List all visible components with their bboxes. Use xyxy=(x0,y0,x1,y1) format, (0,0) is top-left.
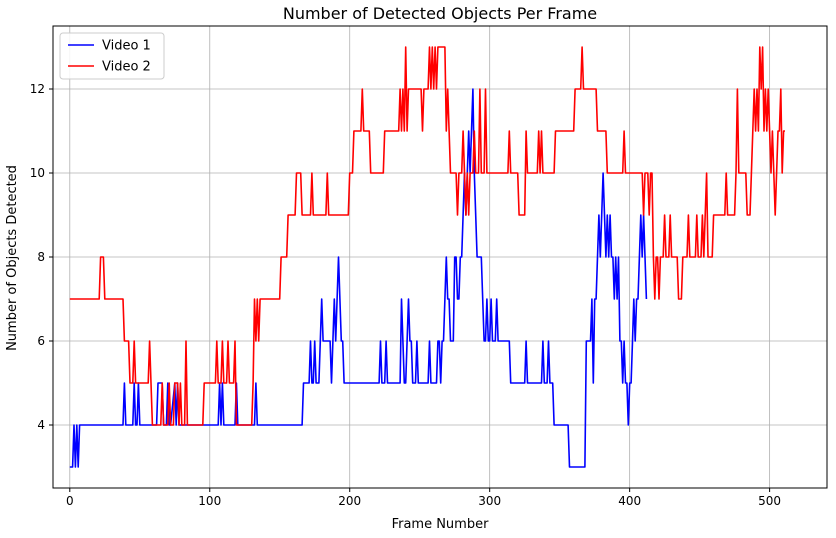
legend-label: Video 1 xyxy=(102,39,151,54)
x-tick-label: 0 xyxy=(66,494,74,508)
series-line-1 xyxy=(69,88,648,468)
x-tick-label: 200 xyxy=(338,494,361,508)
y-tick-label: 8 xyxy=(37,250,45,264)
y-tick-label: 12 xyxy=(30,82,45,96)
y-tick-label: 6 xyxy=(37,334,45,348)
x-tick-label: 300 xyxy=(478,494,501,508)
x-tick-label: 500 xyxy=(758,494,781,508)
x-tick-label: 100 xyxy=(198,494,221,508)
y-tick-label: 4 xyxy=(37,418,45,432)
y-axis-label: Number of Objects Detected xyxy=(5,165,20,351)
legend-label: Video 2 xyxy=(102,60,151,75)
legend: Video 1 Video 2 xyxy=(59,32,165,80)
chart-title: Number of Detected Objects Per Frame xyxy=(283,4,597,23)
y-tick-label: 10 xyxy=(30,166,45,180)
series-group xyxy=(69,46,785,468)
x-axis-label: Frame Number xyxy=(392,517,490,532)
series-line-2 xyxy=(69,46,785,426)
x-tick-label: 400 xyxy=(618,494,641,508)
axis-ticks: 0 100 200 300 400 500 4 6 8 10 12 xyxy=(30,82,781,508)
